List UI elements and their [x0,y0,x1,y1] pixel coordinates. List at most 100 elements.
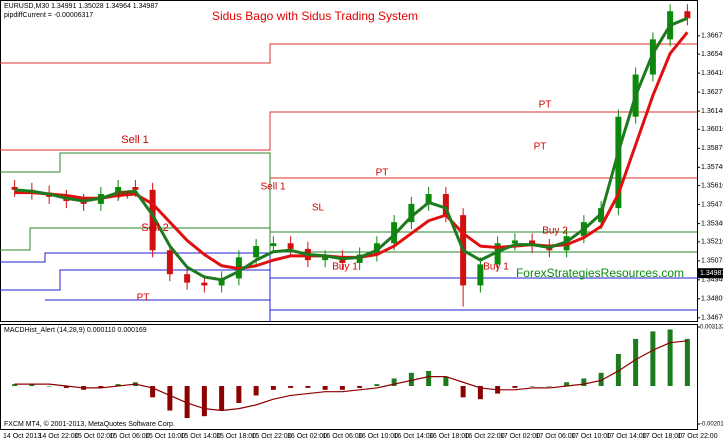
y-tick-label: 1.36675 [701,33,723,40]
candle-body [253,246,260,258]
annotation: SL [312,203,325,214]
macd-bar [270,386,276,390]
macd-bar [184,386,190,419]
annotation: PT [534,142,547,153]
candle-body [149,189,156,251]
x-tick-label: 16 Oct 14:00 [394,433,434,440]
annotation: PT [539,100,552,111]
subheader: pipdiffCurrent = -0.00006317 [4,12,93,19]
annotation: Sell 1 [121,134,149,146]
macd-bar [615,353,621,387]
annotation: Buy 1 [483,262,509,273]
annotation: PT [376,168,389,179]
x-tick-label: 17 Oct 22:00 [678,433,718,440]
macd-bar [512,386,518,388]
y-tick-label: 1.34670 [701,315,723,322]
y-tick-label: 1.35210 [701,239,723,246]
macd-bar [150,386,156,398]
macd-bar [564,382,570,387]
macd-bar [115,384,121,387]
candle-body [184,274,191,283]
macd-bar [546,386,552,387]
macd-bar [46,386,52,387]
macd-bar [529,386,535,387]
candle-body [494,243,501,265]
annotation: PT [137,293,150,304]
macd-bar [357,386,363,388]
macd-bar [253,386,259,396]
annotation: PT [118,191,131,202]
macd-bar [581,378,587,387]
macd-bar [667,329,673,387]
candle-body [425,194,432,204]
moving-average [14,16,688,282]
x-tick-label: 14 Oct 2013 [3,433,41,440]
macd-bar [460,386,466,398]
y-tick-label: 1.36545 [701,51,723,58]
macd-bar [305,386,311,388]
y-tick-label: 1.36010 [701,126,723,133]
x-tick-label: 16 Oct 06:00 [323,433,363,440]
header: EURUSD,M30 1.34991 1.35028 1.34964 1.349… [4,3,158,10]
macd-signal [14,340,688,412]
y-tick-label: 0.003132 [700,325,723,331]
x-tick-label: 17 Oct 18:00 [642,433,682,440]
y-tick-label: 1.35610 [701,182,723,189]
y-tick-label: 1.35740 [701,164,723,171]
level-line [0,111,697,151]
macd-title: MACDHist_Alert (14,28,9) 0.000110 0.0001… [4,327,147,334]
candle-body [615,116,622,209]
macd-panel [0,324,698,430]
macd-bar [633,338,639,387]
candle-body [477,264,484,286]
level-line [0,269,697,311]
macd-bar [12,384,18,387]
candle-body [166,250,173,275]
x-tick-label: 16 Oct 22:00 [465,433,505,440]
candle-body [201,282,208,286]
x-tick-label: 15 Oct 10:00 [145,433,185,440]
macd-bar [684,338,690,387]
y-tick-label: 1.36140 [701,108,723,115]
candle-body [11,187,18,190]
macd-bar [408,372,414,387]
y-tick-label: 1.34940 [701,277,723,284]
x-tick-label: 15 Oct 22:00 [252,433,292,440]
y-tick-label: 1.36275 [701,89,723,96]
macd-bar [391,378,397,387]
candle-body [408,203,415,223]
annotation: Buy 2 [542,226,568,237]
candle-body [684,11,691,19]
x-tick-label: 17 Oct 14:00 [607,433,647,440]
y-tick-label: -0.002015 [700,422,723,428]
x-tick-label: 15 Oct 06:00 [110,433,150,440]
y-tick-label: 1.35875 [701,145,723,152]
y-tick-label: 1.35340 [701,220,723,227]
level-line [0,152,697,233]
x-tick-label: 17 Oct 02:00 [500,433,540,440]
candle-body [115,187,122,195]
candle-body [511,240,518,244]
candle-body [322,257,329,261]
macd-bar [236,386,242,403]
x-tick-label: 15 Oct 02:00 [74,433,114,440]
macd-bar [339,386,345,390]
macd-bar [98,386,104,388]
macd-bar [63,386,69,388]
level-line [0,252,697,279]
y-tick-label: 1.34805 [701,296,723,303]
x-tick-label: 17 Oct 10:00 [571,433,611,440]
macd-bar [426,370,432,387]
macd-bar [443,376,449,387]
candle-body [132,187,139,190]
footer: FXCM MT4, © 2001-2013, MetaQuotes Softwa… [4,420,175,428]
y-tick-label: 1.35075 [701,258,723,265]
x-tick-label: 16 Oct 02:00 [287,433,327,440]
level-line [0,43,697,64]
annotation: Sell 2 [141,222,169,234]
main-panel [0,0,698,322]
x-tick-label: 16 Oct 18:00 [429,433,469,440]
x-tick-label: 14 Oct 22:00 [39,433,79,440]
y-tick-label: 1.35475 [701,201,723,208]
